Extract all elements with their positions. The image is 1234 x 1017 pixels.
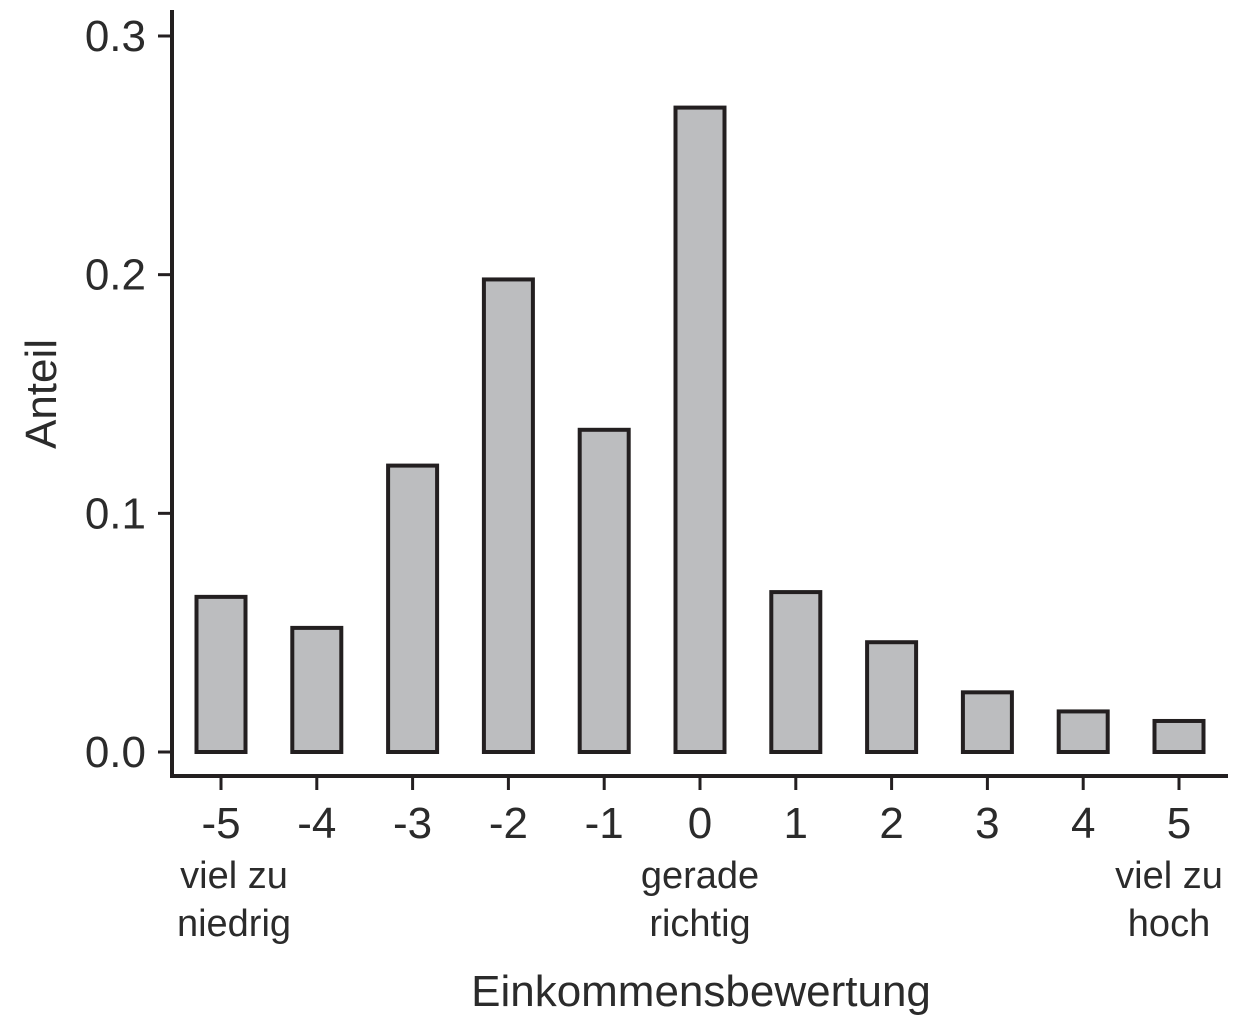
bar-5 xyxy=(1152,718,1206,754)
x-tick-label: -4 xyxy=(297,799,336,848)
y-axis-ticks: 0.0 0.1 0.2 0.3 xyxy=(85,12,172,777)
bar--2 xyxy=(481,277,535,754)
bars xyxy=(194,105,1206,755)
x-tick-label: -3 xyxy=(393,799,432,848)
x-tick-label: 3 xyxy=(975,799,999,848)
y-tick-label: 0.0 xyxy=(85,728,146,777)
x-tick-label: -2 xyxy=(489,799,528,848)
bar--5 xyxy=(194,594,248,754)
category-note-line: gerade xyxy=(641,855,759,897)
bar--1 xyxy=(577,427,631,754)
bar--3 xyxy=(386,463,440,754)
x-tick-label: 0 xyxy=(688,799,712,848)
x-axis-ticks: -5 -4 -3 -2 -1 0 1 2 3 4 5 xyxy=(201,776,1191,848)
x-axis-title: Einkommensbewertung xyxy=(471,967,931,1016)
bar-2 xyxy=(865,640,919,754)
y-axis-title: Anteil xyxy=(17,339,66,449)
category-note-line: richtig xyxy=(649,903,750,945)
x-tick-label: 4 xyxy=(1071,799,1095,848)
category-notes: viel zu niedrig gerade richtig viel zu hoch xyxy=(177,855,1223,945)
x-tick-label: -5 xyxy=(201,799,240,848)
bar-1 xyxy=(769,590,823,754)
category-note-line: viel zu xyxy=(1115,855,1223,897)
x-tick-label: 1 xyxy=(784,799,808,848)
bar-3 xyxy=(960,690,1014,754)
y-tick-label: 0.3 xyxy=(85,12,146,61)
bar-4 xyxy=(1056,709,1110,755)
y-tick-label: 0.1 xyxy=(85,489,146,538)
x-tick-label: -1 xyxy=(585,799,624,848)
category-note-line: niedrig xyxy=(177,903,291,945)
bar-0 xyxy=(673,105,727,755)
category-note-line: viel zu xyxy=(180,855,288,897)
category-note-line: hoch xyxy=(1128,903,1210,945)
x-tick-label: 2 xyxy=(879,799,903,848)
y-tick-label: 0.2 xyxy=(85,251,146,300)
x-tick-label: 5 xyxy=(1167,799,1191,848)
bar--4 xyxy=(290,625,344,754)
